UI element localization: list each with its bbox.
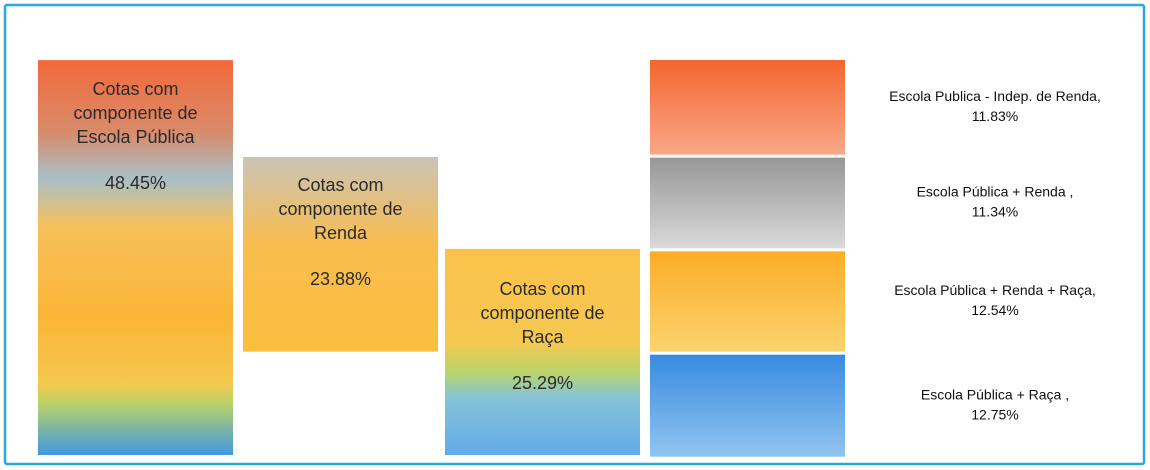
column-value: 48.45% (105, 173, 166, 193)
column-bar (38, 60, 233, 455)
column-bar (445, 248, 640, 455)
segment-label: Escola Pública + Raça , (921, 386, 1069, 402)
column-label: componente de (278, 199, 402, 219)
column-label: Cotas com (92, 79, 178, 99)
column-label: Cotas com (499, 279, 585, 299)
column-value: 25.29% (512, 373, 573, 393)
segment-label: Escola Pública + Renda , (917, 184, 1074, 200)
column-label: Raça (521, 327, 564, 347)
column-label: Escola Pública (76, 127, 195, 147)
segment-label: Escola Publica - Indep. de Renda, (889, 88, 1101, 104)
segment-label: Escola Pública + Renda + Raça, (894, 282, 1096, 298)
segment-value: 11.83% (972, 108, 1018, 124)
column-label: componente de (480, 303, 604, 323)
column-label: Cotas com (297, 175, 383, 195)
segment-bar (650, 354, 845, 457)
column-label: componente de (73, 103, 197, 123)
segment-value: 12.75% (971, 406, 1018, 422)
segment-value: 12.54% (971, 302, 1018, 318)
column-value: 23.88% (310, 269, 371, 289)
frame (3, 3, 1146, 466)
column-bar (243, 157, 438, 352)
segment-bar (650, 251, 845, 352)
segment-bar (650, 60, 845, 155)
column-label: Renda (314, 223, 368, 243)
segment-bar (650, 157, 845, 249)
segment-value: 11.34% (972, 204, 1018, 220)
